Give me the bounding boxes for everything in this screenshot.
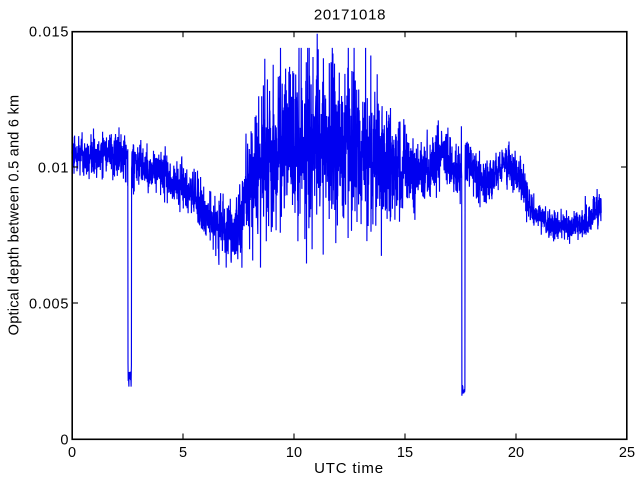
svg-text:UTC time: UTC time (314, 460, 384, 477)
svg-text:5: 5 (179, 445, 187, 461)
svg-text:0.005: 0.005 (29, 296, 69, 312)
svg-text:20171018: 20171018 (314, 7, 386, 24)
svg-text:Optical depth between 0.5 and: Optical depth between 0.5 and 6 km (7, 95, 23, 336)
svg-text:0.015: 0.015 (29, 25, 69, 41)
svg-text:15: 15 (397, 445, 413, 461)
svg-text:25: 25 (619, 445, 635, 461)
svg-text:0: 0 (68, 445, 76, 461)
svg-text:10: 10 (286, 445, 302, 461)
svg-text:20: 20 (508, 445, 524, 461)
svg-text:0.01: 0.01 (38, 160, 69, 176)
svg-text:0: 0 (60, 432, 69, 448)
